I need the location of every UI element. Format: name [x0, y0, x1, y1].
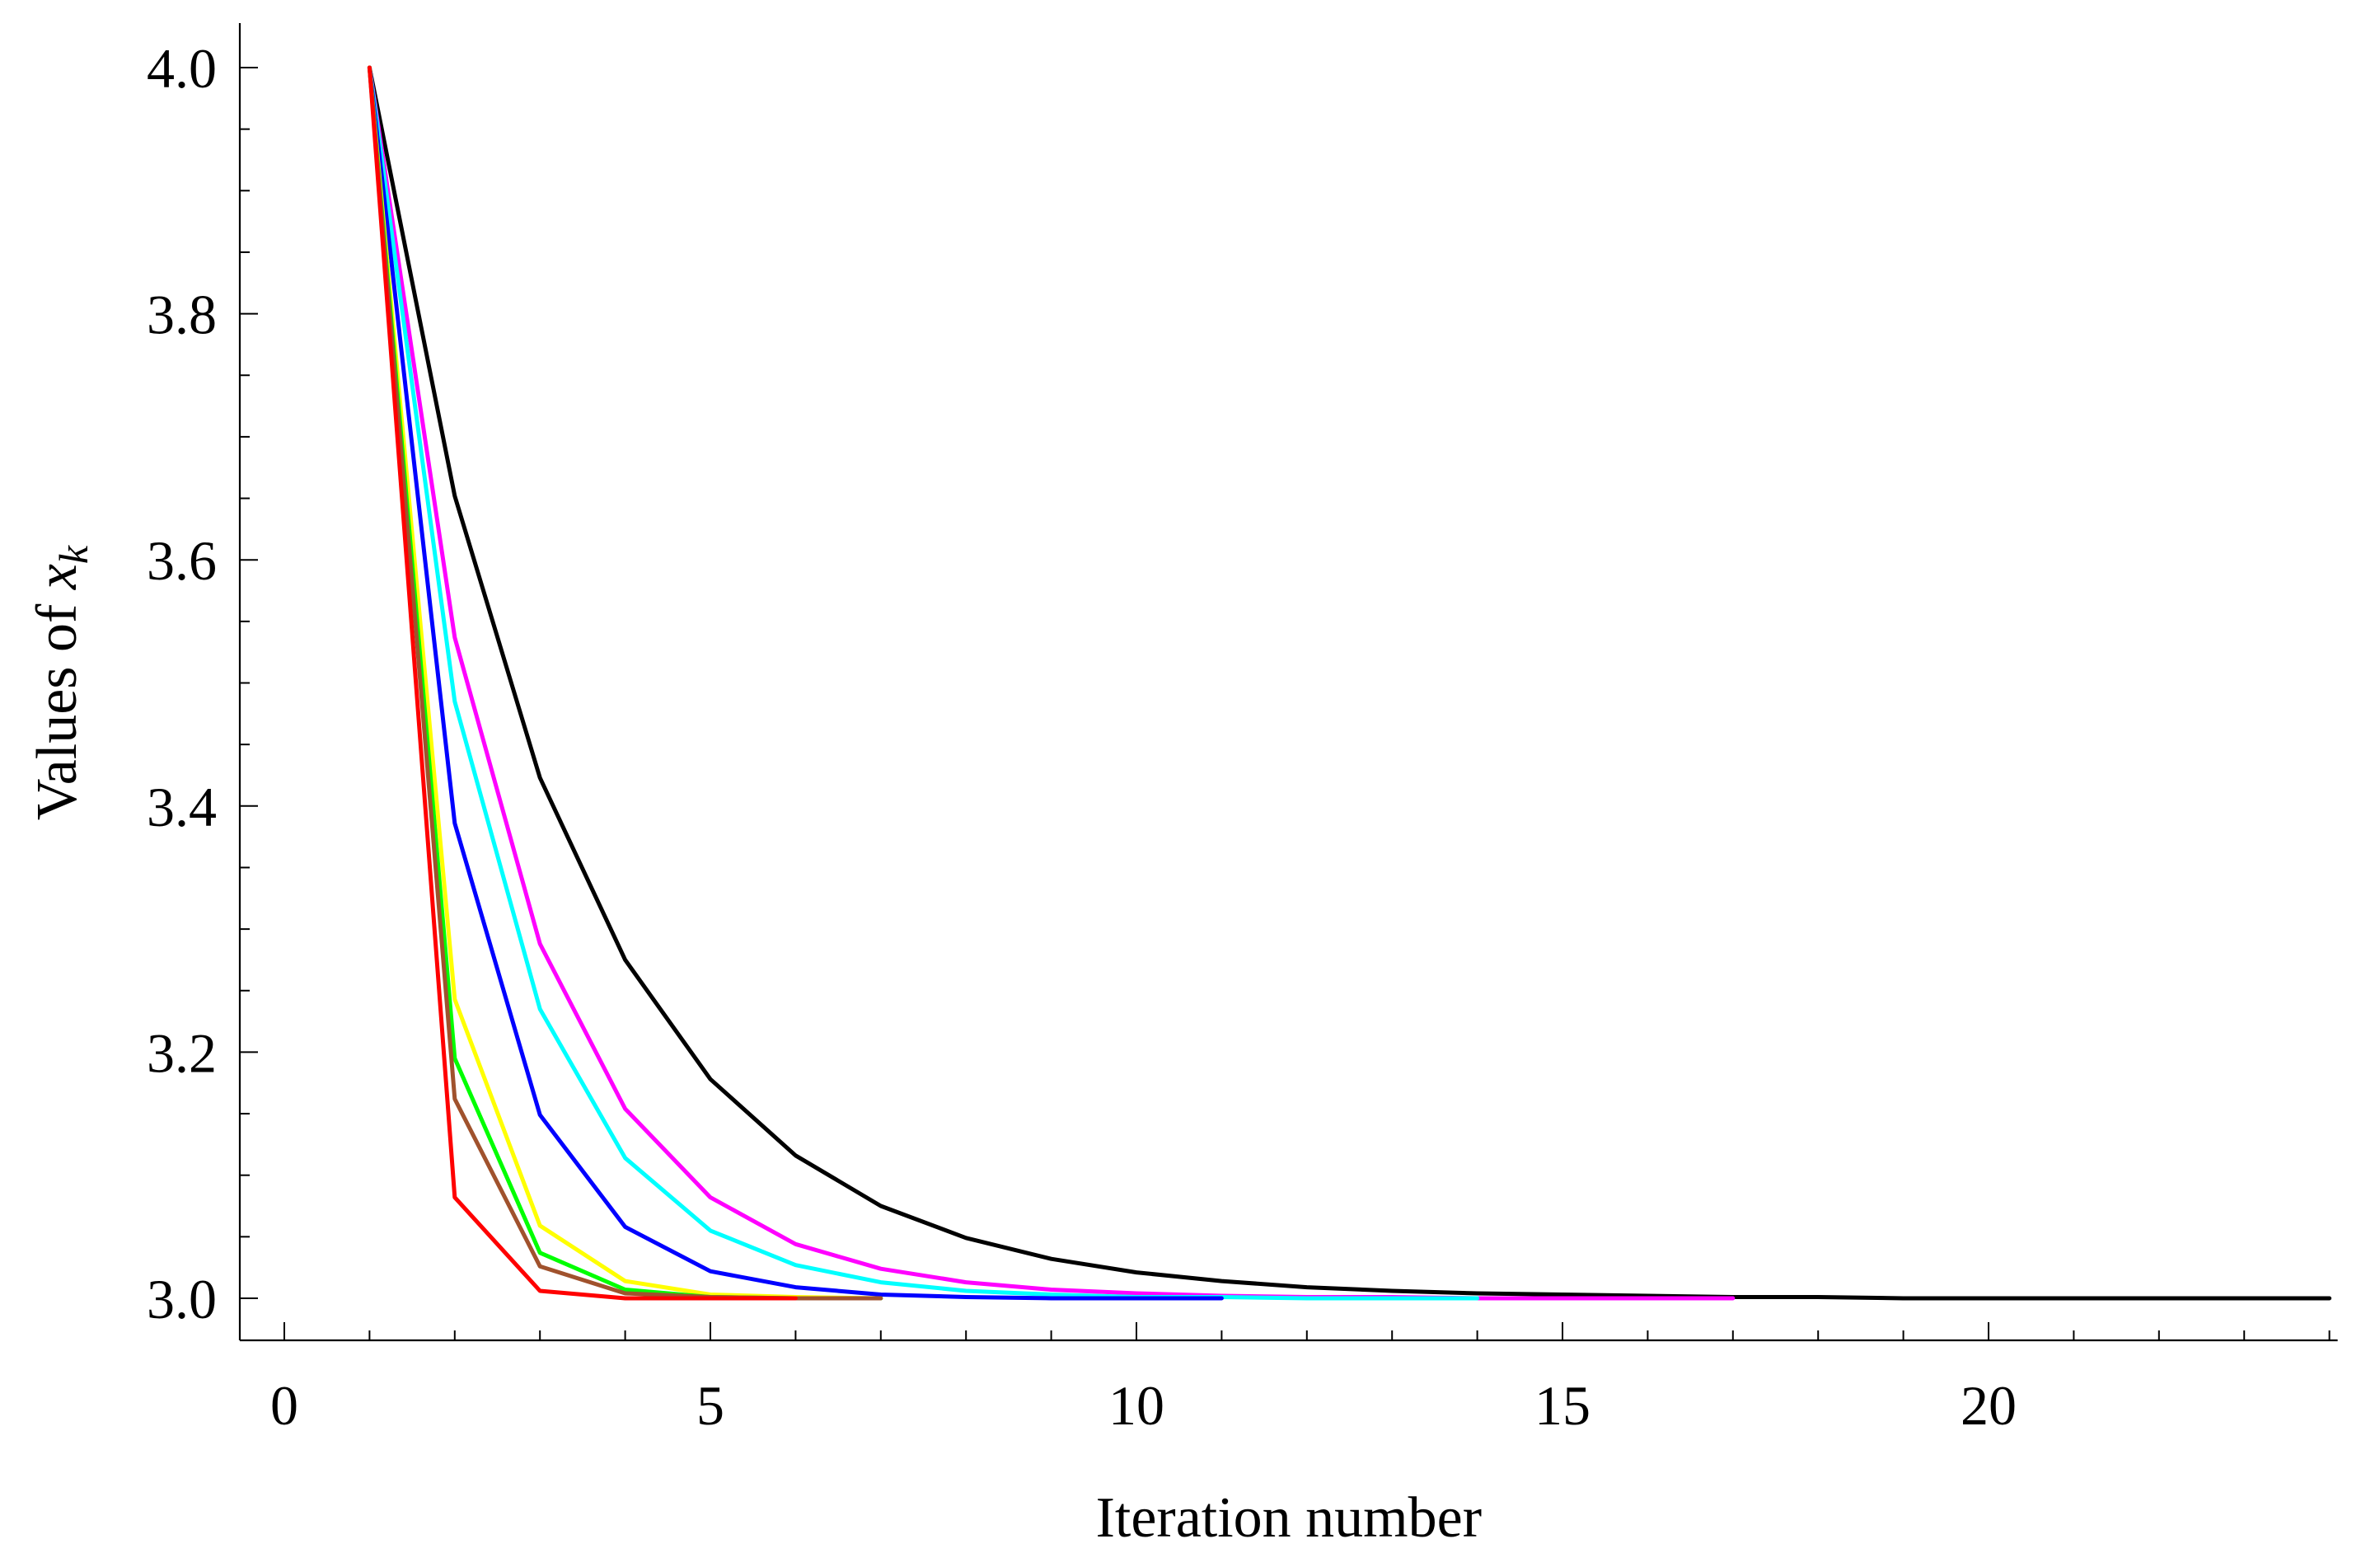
x-axis-tick-labels: 0 5 10 15 20	[270, 1374, 2017, 1437]
y-tick-label: 4.0	[147, 37, 217, 100]
x-axis-title: Iteration number	[1096, 1486, 1482, 1550]
series-line-6	[367, 65, 883, 1301]
series-line-7	[367, 65, 883, 1301]
y-tick-label: 3.4	[147, 776, 217, 838]
series-line-5	[367, 65, 883, 1301]
series-line-8	[367, 65, 798, 1301]
y-tick-label: 3.0	[147, 1268, 217, 1330]
y-tick-label: 3.8	[147, 284, 217, 346]
y-axis-title-variable: x	[26, 564, 89, 590]
x-tick-label: 10	[1108, 1374, 1164, 1437]
x-tick-label: 5	[696, 1374, 724, 1437]
x-tick-label: 15	[1534, 1374, 1591, 1437]
y-axis-title-subscript: k	[50, 545, 96, 564]
series-layer	[367, 65, 2332, 1301]
y-tick-label: 3.6	[147, 529, 217, 592]
x-tick-label: 20	[1961, 1374, 2017, 1437]
y-axis-ticks	[240, 67, 258, 1299]
y-axis-title: Values of xk	[26, 545, 96, 820]
x-tick-label: 0	[270, 1374, 298, 1437]
series-line-3	[367, 65, 1480, 1301]
x-axis-ticks	[283, 1322, 2331, 1340]
series-line-4	[367, 65, 1224, 1301]
y-axis-tick-labels: 3.0 3.2 3.4 3.6 3.8 4.0	[147, 37, 217, 1330]
series-line-1	[367, 65, 2332, 1301]
series-line-2	[367, 65, 1736, 1301]
y-tick-label: 3.2	[147, 1021, 217, 1084]
y-axis-title-prefix: Values of	[26, 589, 89, 820]
